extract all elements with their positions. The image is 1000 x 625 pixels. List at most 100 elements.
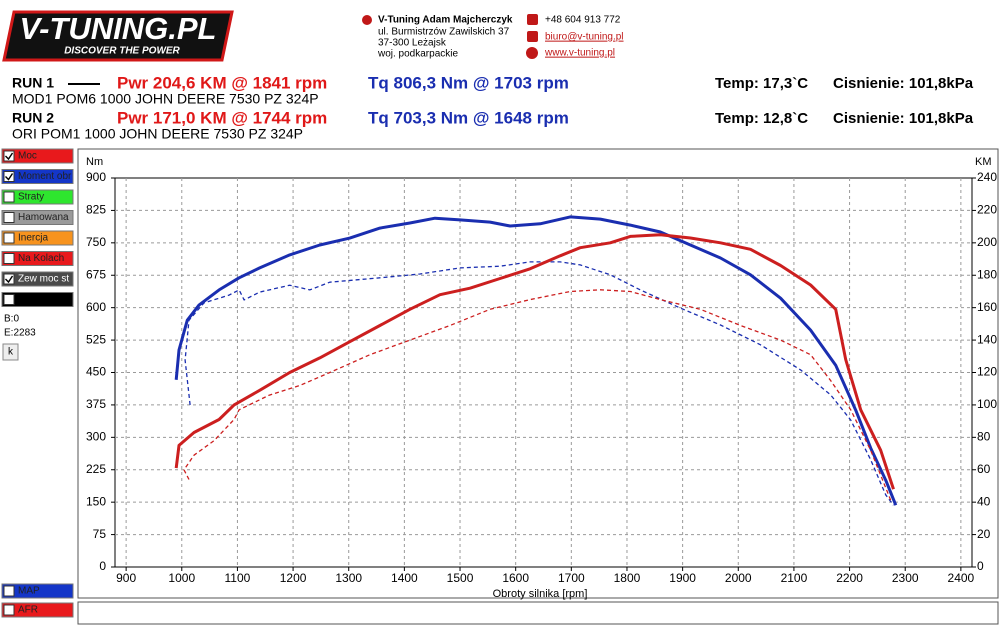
x-tick-label: 2300 [892,571,919,585]
y2-tick-label: 240 [977,170,997,184]
data-line [183,289,892,501]
option-swatch [1,148,74,164]
option-toggle[interactable]: Zew moc st [1,271,74,287]
x-tick-label: 1400 [391,571,418,585]
x-tick-label: 1500 [447,571,474,585]
logo-text: V-TUNING.PL [20,11,217,46]
checkbox[interactable] [3,604,15,616]
data-line [174,233,895,490]
chart-panel [77,148,999,599]
x-axis-label: Obroty silnika [rpm] [493,588,588,600]
x-tick-label: 1000 [168,571,195,585]
checkbox[interactable] [3,150,15,162]
x-tick-label: 1900 [669,571,696,585]
y-tick-label: 600 [86,300,106,314]
run-label: RUN 2 [12,110,54,126]
option-swatch [1,583,74,599]
checkbox[interactable] [3,171,15,182]
option-swatch [1,292,74,307]
option-label: Zew moc st [18,274,69,285]
option-toggle[interactable]: Moc [1,148,74,164]
checkbox[interactable] [3,273,15,285]
x-tick-label: 2200 [836,571,863,585]
option-label: Moc [18,151,37,162]
check-mark [5,173,14,181]
website[interactable]: www.v-tuning.pl [544,48,615,59]
y2-tick-label: 140 [977,332,997,346]
address-line: woj. podkarpackie [377,49,458,60]
check-mark [5,152,14,161]
option-label: MAP [18,586,40,597]
checkbox[interactable] [3,191,15,203]
y2-axis-label: KM [975,156,992,168]
checkbox[interactable] [3,585,15,597]
y2-tick-label: 100 [977,397,997,411]
option-label: Hamowana [18,212,69,223]
run-description: MOD1 POM6 1000 JOHN DEERE 7530 PZ 324P [12,91,319,107]
y-tick-label: 450 [86,365,106,379]
sidebar: Moc Moment obr Straty Hamowana Inercja Na Kol… [1,148,74,618]
b-value: B:0 [4,314,19,325]
option-toggle[interactable]: Moment obr [1,169,74,184]
option-toggle[interactable]: Inercja [1,230,74,246]
x-tick-label: 2400 [948,571,975,585]
y-tick-label: 675 [86,267,106,281]
x-tick-label: 1600 [502,571,529,585]
run-torque: Tq 703,3 Nm @ 1648 rpm [368,108,569,127]
y2-tick-label: 200 [977,235,997,249]
run-label: RUN 1 [12,75,54,91]
y2-tick-label: 120 [977,365,997,379]
y-tick-label: 825 [86,203,106,217]
y2-tick-label: 160 [977,300,997,314]
company-name: V-Tuning Adam Majcherczyk [378,15,513,26]
phone: +48 604 913 772 [545,15,621,26]
checkbox[interactable] [3,212,15,223]
option-label: AFR [18,605,38,616]
logo-banner [2,10,234,62]
option-swatch [1,189,74,205]
address-line: 37-300 Leżajsk [378,38,447,49]
check-mark [5,275,14,284]
option-toggle[interactable]: Na Kolach [1,251,74,266]
run-temp: Temp: 17,3`C [715,75,808,92]
option-swatch [1,210,74,225]
run-power: Pwr 204,6 KM @ 1841 rpm [117,73,327,92]
phone-icon [527,14,538,25]
option-swatch [1,169,74,184]
option-swatch [1,271,74,287]
logo-slogan: DISCOVER THE POWER [64,46,180,57]
checkbox[interactable] [3,232,15,244]
email[interactable]: biuro@v-tuning.pl [545,32,624,43]
option-toggle[interactable] [1,292,74,307]
option-toggle[interactable]: MAP [1,583,74,599]
run-temp: Temp: 12,8`C [715,110,808,127]
k-button-label[interactable]: k [8,347,14,358]
option-label: Moment obr [18,171,72,182]
option-toggle[interactable]: Straty [1,189,74,205]
checkbox[interactable] [3,294,15,305]
x-tick-label: 2100 [781,571,808,585]
y2-tick-label: 20 [977,527,991,541]
y-tick-label: 750 [86,235,106,249]
y2-tick-label: 0 [977,559,984,573]
y-axis-label: Nm [86,156,103,168]
x-tick-label: 1100 [225,571,251,585]
run-torque: Tq 806,3 Nm @ 1703 rpm [368,73,569,92]
x-tick-label: 1300 [335,571,362,585]
x-tick-label: 1200 [280,571,307,585]
option-toggle[interactable]: AFR [1,602,74,618]
x-tick-label: 900 [116,571,136,585]
y-tick-label: 75 [93,527,107,541]
bottom-panel [77,601,999,625]
checkbox[interactable] [3,253,15,264]
k-button[interactable] [2,343,19,361]
y-tick-label: 225 [86,462,106,476]
data-line [174,215,898,506]
option-swatch [1,602,74,618]
option-swatch [1,230,74,246]
option-toggle[interactable]: Hamowana [1,210,74,225]
y-tick-label: 375 [86,397,106,411]
x-tick-label: 1700 [558,571,585,585]
option-label: Na Kolach [18,253,64,264]
y-tick-label: 0 [99,559,106,573]
